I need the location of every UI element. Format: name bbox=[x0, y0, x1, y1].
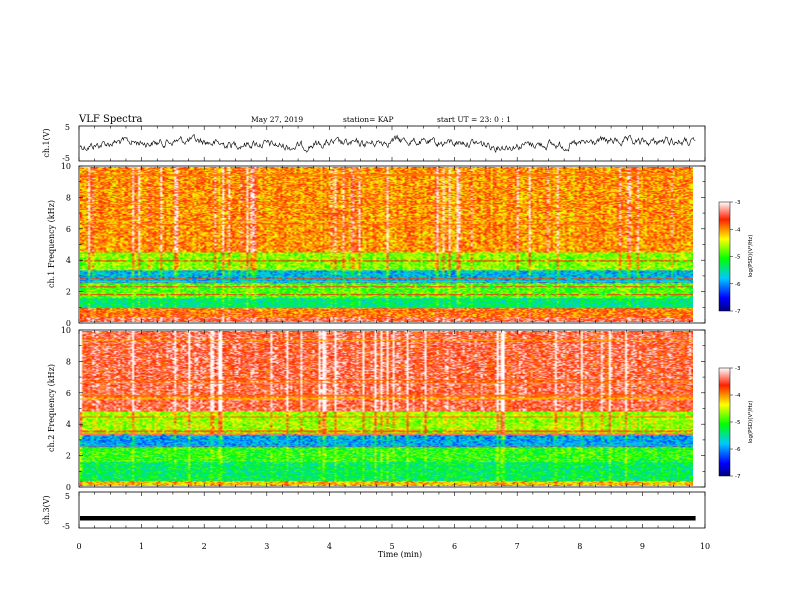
station-label: station= KAP bbox=[343, 115, 394, 124]
freq-tick-label: 2 bbox=[66, 452, 71, 461]
x-tick-label: 6 bbox=[452, 542, 457, 551]
x-tick-label: 10 bbox=[700, 542, 710, 551]
x-tick-label: 4 bbox=[327, 542, 332, 551]
colorbar-tick-label: -4 bbox=[735, 393, 741, 399]
start-time-label: start UT = 23: 0 : 1 bbox=[437, 115, 511, 124]
x-tick-label: 3 bbox=[264, 542, 269, 551]
freq-tick-label: 8 bbox=[66, 193, 71, 202]
freq-tick-label: 10 bbox=[61, 162, 71, 171]
x-tick-label: 1 bbox=[139, 542, 144, 551]
colorbar-tick-label: -3 bbox=[735, 366, 741, 372]
ch1-waveform-panel: 5 -5 ch.1(V) bbox=[42, 123, 706, 163]
x-axis-label: Time (min) bbox=[378, 550, 422, 559]
ch1-spectrogram-image bbox=[80, 167, 693, 322]
freq-tick-label: 8 bbox=[66, 357, 71, 366]
ch1-ylabel: ch.1(V) bbox=[42, 128, 51, 157]
ch3-ytick-bottom: -5 bbox=[62, 522, 70, 531]
ch1-colorbar-label: log(PSD)(V²/Hz) bbox=[747, 235, 754, 278]
colorbar-tick-label: -3 bbox=[735, 200, 741, 206]
freq-tick-label: 10 bbox=[61, 326, 71, 335]
x-tick-label: 0 bbox=[76, 542, 81, 551]
colorbar-tick-label: -7 bbox=[735, 309, 741, 315]
colorbar-tick-label: -5 bbox=[735, 255, 741, 261]
freq-tick-label: 0 bbox=[66, 319, 71, 328]
ch2-colorbar: -3 -4 -5 -6 -7 log(PSD)(V²/Hz) bbox=[718, 366, 754, 480]
ch3-waveform-panel: 5 -5 ch.3(V) bbox=[42, 491, 706, 531]
colorbar-tick-label: -5 bbox=[735, 420, 741, 426]
colorbar-tick-label: -6 bbox=[735, 282, 741, 288]
freq-tick-label: 6 bbox=[66, 225, 71, 234]
freq-tick-label: 4 bbox=[66, 420, 71, 429]
freq-tick-label: 2 bbox=[66, 288, 71, 297]
colorbar-tick-label: -4 bbox=[735, 227, 741, 233]
ch1-spectrogram-ylabel: ch.1 Frequency (kHz) bbox=[47, 200, 56, 288]
colorbar-tick-label: -6 bbox=[735, 447, 741, 453]
ch1-ytick-bottom: -5 bbox=[62, 154, 70, 163]
ch1-waveform-line bbox=[79, 133, 696, 154]
ch1-colorbar: -3 -4 -5 -6 -7 log(PSD)(V²/Hz) bbox=[718, 200, 754, 315]
figure-title: VLF Spectra bbox=[78, 114, 143, 125]
freq-tick-label: 0 bbox=[66, 483, 71, 492]
ch1-spectrogram-panel: 0 2 4 6 8 10 ch.1 Frequency (kHz) bbox=[47, 162, 706, 328]
x-tick-label: 8 bbox=[577, 542, 582, 551]
x-tick-label: 5 bbox=[389, 542, 394, 551]
x-tick-label: 9 bbox=[640, 542, 645, 551]
x-tick-label: 2 bbox=[202, 542, 207, 551]
ch2-spectrogram-panel: 0 2 4 6 8 10 ch.2 Frequency (kHz) bbox=[47, 326, 706, 492]
ch1-ytick-top: 5 bbox=[65, 123, 70, 132]
x-tick-label: 7 bbox=[515, 542, 520, 551]
ch2-spectrogram-ylabel: ch.2 Frequency (kHz) bbox=[47, 364, 56, 452]
colorbar-tick-label: -7 bbox=[735, 474, 741, 480]
date-label: May 27, 2019 bbox=[251, 115, 303, 124]
ch2-colorbar-label: log(PSD)(V²/Hz) bbox=[747, 401, 754, 444]
ch2-spectrogram-image bbox=[80, 331, 693, 486]
ch3-ytick-top: 5 bbox=[65, 492, 70, 501]
ch3-ylabel: ch.3(V) bbox=[42, 495, 51, 524]
freq-tick-label: 6 bbox=[66, 389, 71, 398]
freq-tick-label: 4 bbox=[66, 256, 71, 265]
